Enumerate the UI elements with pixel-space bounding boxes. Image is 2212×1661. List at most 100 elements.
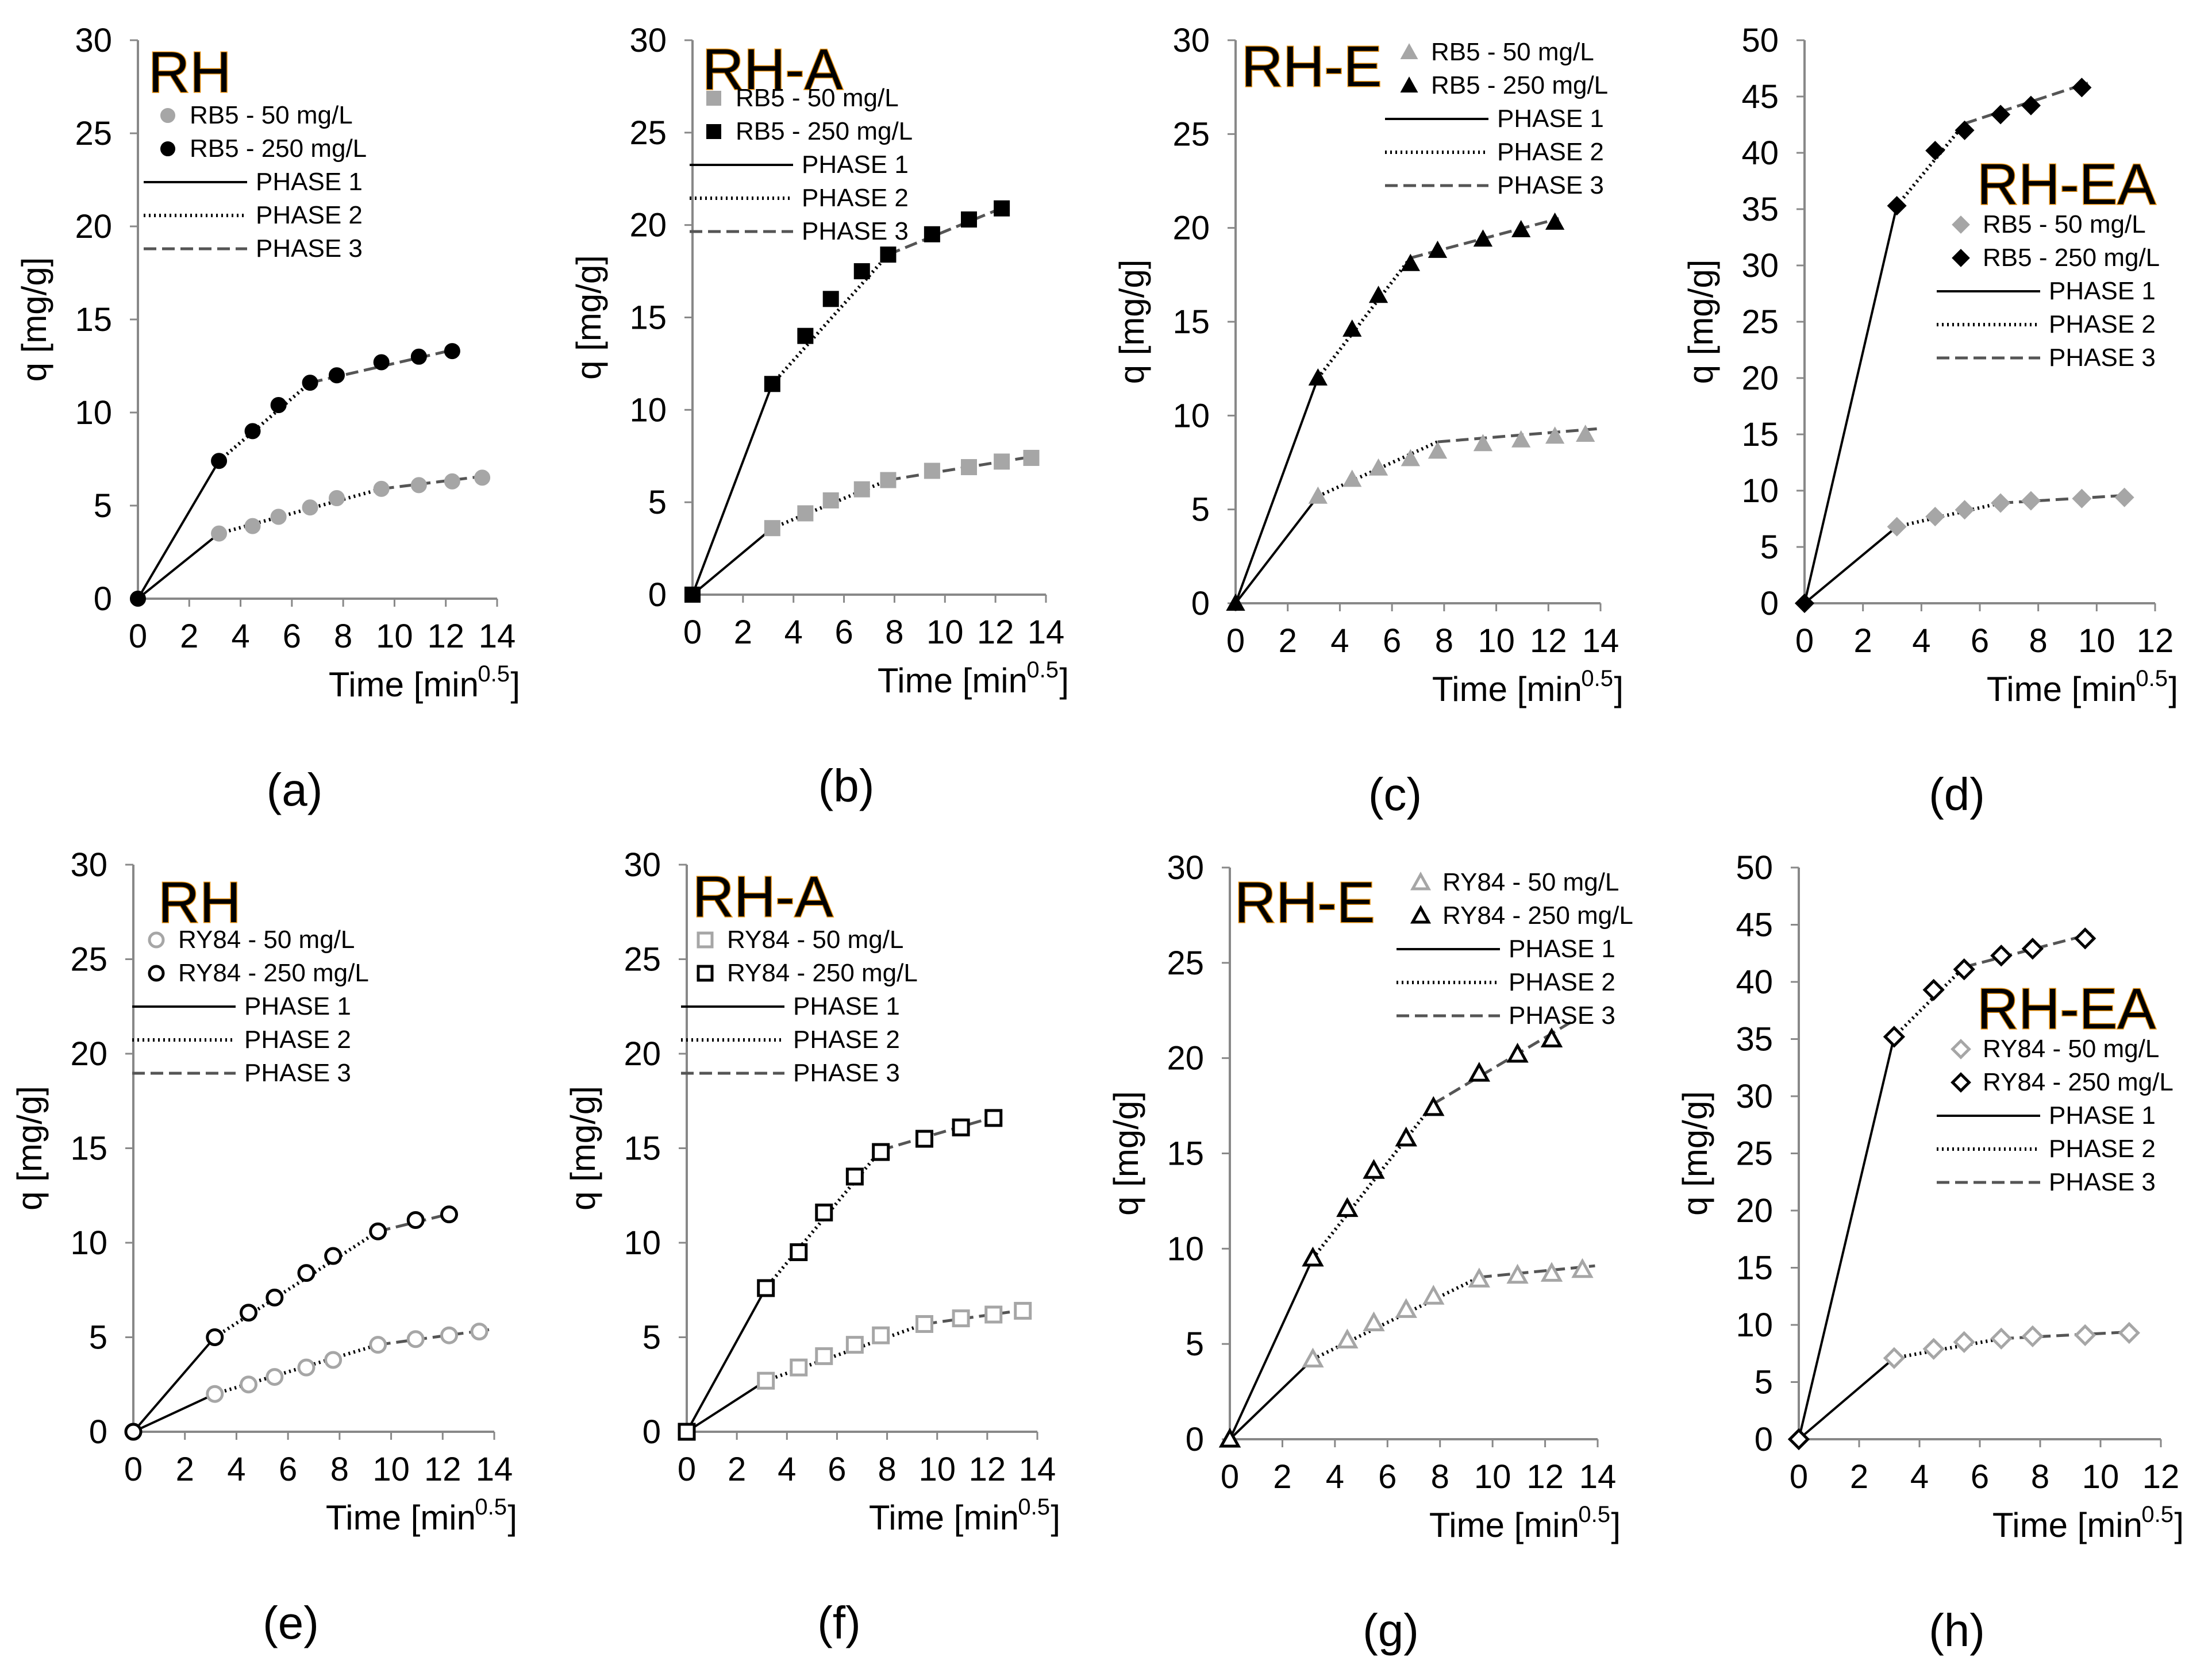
data-point <box>1883 1347 1906 1369</box>
data-point <box>1787 1428 1810 1451</box>
data-point <box>1545 212 1565 230</box>
data-point <box>211 525 228 542</box>
data-point <box>1955 120 1975 140</box>
series-1 <box>1787 1321 2141 1451</box>
y-tick-label: 10 <box>624 1224 661 1262</box>
phase-line-2 <box>765 1322 925 1382</box>
legend-marker <box>1400 76 1418 93</box>
y-tick-label: 30 <box>75 22 112 59</box>
panel-caption: (e) <box>263 1597 319 1648</box>
y-tick-label: 0 <box>1191 585 1210 622</box>
phase-line-2 <box>214 1343 379 1396</box>
panel-title: RH-EA <box>1977 977 2156 1041</box>
y-tick-label: 40 <box>1741 134 1779 172</box>
y-tick-label: 20 <box>624 1035 661 1073</box>
y-tick-label: 15 <box>1741 416 1779 453</box>
y-tick-label: 5 <box>1755 1364 1773 1401</box>
data-point <box>984 1109 1003 1127</box>
y-tick-label: 5 <box>1186 1325 1204 1363</box>
y-tick-label: 10 <box>1736 1307 1773 1344</box>
y-tick-label: 25 <box>1167 945 1204 982</box>
legend-marker <box>160 108 175 123</box>
legend-label: RY84 - 250 mg/L <box>1442 901 1633 930</box>
phase-line-3 <box>1479 1264 1595 1279</box>
series-2 <box>684 200 1010 603</box>
x-axis-label-end: ] <box>510 665 520 704</box>
data-point <box>1887 196 1907 216</box>
data-point <box>872 1143 890 1161</box>
x-axis-label: Time [min <box>1992 1506 2142 1544</box>
x-tick-label: 8 <box>334 618 352 655</box>
legend-marker <box>1410 905 1432 924</box>
x-tick-label: 6 <box>828 1451 846 1488</box>
legend-label: RB5 - 250 mg/L <box>736 117 913 145</box>
data-point <box>2114 487 2134 507</box>
x-axis-label-end: ] <box>507 1498 517 1537</box>
data-point <box>1368 458 1388 476</box>
x-tick-label: 4 <box>778 1451 796 1488</box>
x-tick-label: 8 <box>330 1451 349 1488</box>
x-axis-label: Time [min <box>326 1498 476 1537</box>
x-tick-label: 12 <box>427 618 464 655</box>
data-point <box>1540 1027 1563 1047</box>
data-point <box>297 1358 316 1377</box>
data-point <box>324 1247 343 1265</box>
series-1 <box>124 1323 488 1441</box>
phase-line-2 <box>1895 122 1966 207</box>
panel-caption: (c) <box>1368 769 1422 820</box>
y-axis-label: q [mg/g] <box>570 255 608 380</box>
data-point <box>952 1118 970 1136</box>
y-tick-label: 25 <box>629 114 667 152</box>
x-tick-label: 12 <box>1526 1458 1564 1496</box>
y-tick-label: 30 <box>1167 849 1204 887</box>
panel-title: RH-A <box>693 865 833 929</box>
y-tick-label: 5 <box>1760 529 1779 566</box>
legend-label: RB5 - 250 mg/L <box>1431 71 1608 99</box>
phase-line-2 <box>1894 1336 2002 1360</box>
data-point <box>1014 1301 1032 1320</box>
x-tick-label: 2 <box>1850 1458 1868 1496</box>
data-point <box>1428 441 1448 459</box>
data-point <box>270 508 287 525</box>
x-tick-label: 4 <box>231 618 249 655</box>
x-tick-label: 0 <box>1226 622 1245 660</box>
phase-line-1 <box>691 527 774 596</box>
x-axis-label-exponent: 0.5 <box>478 661 510 687</box>
phase-line-1 <box>691 383 774 595</box>
y-tick-label: 30 <box>1741 247 1779 284</box>
data-point <box>328 367 345 384</box>
panel-caption: (f) <box>817 1597 861 1648</box>
y-tick-label: 15 <box>70 1130 107 1167</box>
data-point <box>1955 500 1975 520</box>
data-point <box>1428 240 1448 258</box>
phase-line-3 <box>880 1115 998 1152</box>
legend-label: RB5 - 250 mg/L <box>190 134 367 163</box>
y-tick-label: 10 <box>1172 397 1210 434</box>
data-point <box>1342 469 1362 487</box>
chart-panel-d: 0 5 10 15 20 25 30 35 40 45 50 0 2 4 6 8 10 12 q [mg/g]]0.… <box>1682 22 2178 820</box>
legend-label: PHASE 2 <box>256 201 363 229</box>
legend-label: PHASE 3 <box>1509 1001 1615 1030</box>
y-axis-label: q [mg/g] <box>1682 260 1720 384</box>
data-point <box>1468 1267 1491 1288</box>
y-tick-label: 0 <box>1755 1421 1773 1458</box>
x-tick-label: 2 <box>1279 622 1297 660</box>
legend-label: PHASE 3 <box>2049 1168 2156 1196</box>
data-point <box>1422 1096 1445 1116</box>
x-axis-label-exponent: 0.5 <box>475 1494 507 1520</box>
phase-line-1 <box>1803 205 1898 604</box>
x-tick-label: 14 <box>476 1451 513 1488</box>
x-tick-label: 2 <box>176 1451 194 1488</box>
panel-caption: (a) <box>267 764 323 815</box>
x-tick-label: 8 <box>885 614 903 651</box>
x-tick-label: 0 <box>129 618 147 655</box>
data-point <box>1422 1285 1445 1305</box>
data-point <box>822 291 839 307</box>
legend-label: RY84 - 250 mg/L <box>727 959 918 987</box>
panel-caption: (b) <box>818 760 875 811</box>
data-point <box>240 1304 258 1322</box>
x-tick-label: 10 <box>1474 1458 1511 1496</box>
legend-label: RY84 - 250 mg/L <box>1983 1068 2173 1096</box>
